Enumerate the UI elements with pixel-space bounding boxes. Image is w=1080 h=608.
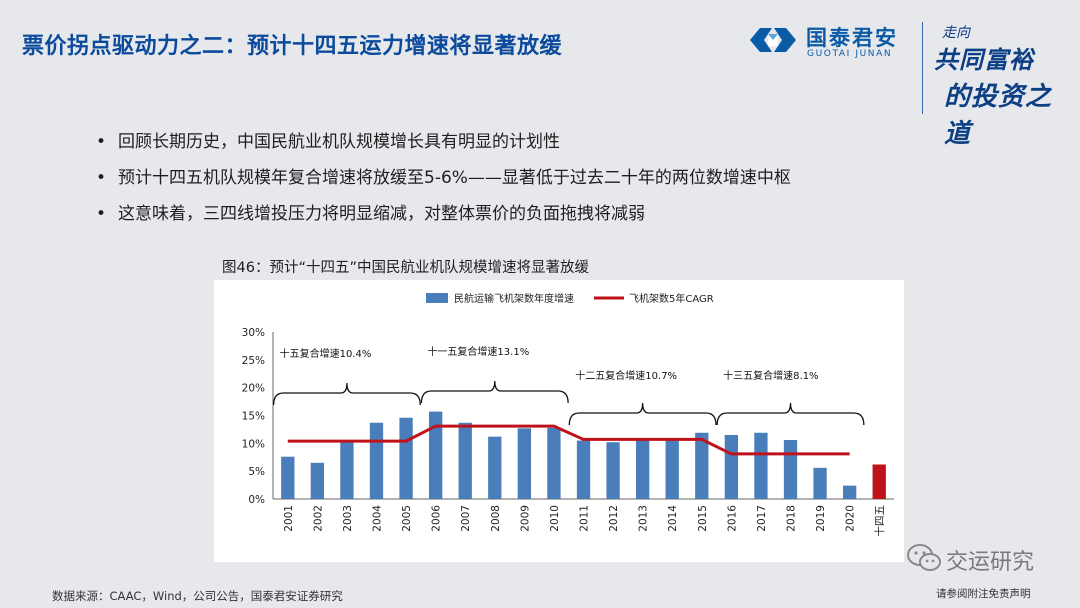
bar — [547, 427, 561, 499]
x-tick-label: 2007 — [460, 505, 472, 532]
figure-caption: 图46：预计“十四五”中国民航业机队规模增速将显著放缓 — [222, 260, 589, 276]
bullet-dot-icon: • — [96, 168, 107, 188]
x-tick-label: 2018 — [786, 505, 798, 532]
bar — [635, 438, 650, 499]
y-tick-label: 20% — [242, 383, 265, 395]
y-tick-label: 10% — [242, 438, 265, 450]
logo-mark-icon — [750, 28, 796, 52]
x-tick-label: 2009 — [519, 505, 531, 532]
annotation-brace — [272, 382, 421, 406]
brand-slogan: 走向 共同富裕 的投资之道 — [932, 18, 1072, 149]
x-tick-label: 2004 — [372, 505, 384, 532]
y-tick-label: 30% — [242, 327, 265, 339]
y-tick-label: 5% — [248, 466, 265, 478]
bar — [488, 436, 502, 499]
page-title: 票价拐点驱动力之二：预计十四五运力增速将显著放缓 — [22, 34, 563, 59]
bar — [754, 432, 768, 499]
bullet-item: • 这意味着，三四线增投压力将明显缩减，对整体票价的负面拖拽将减弱 — [96, 196, 791, 232]
slogan-line-2: 共同富裕 — [934, 45, 1034, 74]
brand-name-en: GUOTAI JUNAN — [807, 49, 893, 59]
bar — [695, 432, 709, 499]
x-tick-label: 2014 — [667, 505, 679, 532]
x-tick-label: 2002 — [312, 505, 324, 532]
bar — [369, 422, 384, 499]
bar — [606, 442, 620, 499]
bullet-text: 这意味着，三四线增投压力将明显缩减，对整体票价的负面拖拽将减弱 — [118, 204, 645, 224]
annotation-brace — [420, 380, 569, 404]
bullet-list: • 回顾长期历史，中国民航业机队规模增长具有明显的计划性 • 预计十四五机队规模年复… — [96, 124, 791, 232]
x-tick-label: 2017 — [756, 505, 768, 532]
y-tick-label: 15% — [242, 411, 265, 423]
x-tick-label: 2016 — [726, 505, 738, 532]
x-tick-label: 2013 — [638, 505, 650, 532]
slogan-line-3: 的投资之道 — [944, 82, 1053, 149]
annotation-label: 十一五复合增速13.1% — [427, 345, 529, 358]
legend-label-line: 飞机架数5年CAGR — [629, 292, 714, 305]
legend-swatch-bar — [426, 293, 448, 303]
data-source: 数据来源：CAAC，Wind，公司公告，国泰君安证券研究 — [52, 589, 343, 603]
brand-name-cn: 国泰君安 — [806, 26, 898, 50]
cagr-line — [287, 424, 850, 456]
bar — [399, 417, 413, 499]
x-tick-label: 2003 — [342, 505, 354, 532]
legend-label-bar: 民航运输飞机架数年度增速 — [454, 292, 574, 305]
bar — [724, 434, 739, 499]
bullet-text: 预计十四五机队规模年复合增速将放缓至5-6%——显著低于过去二十年的两位数增速中… — [118, 168, 791, 188]
bullet-dot-icon: • — [96, 132, 107, 152]
chart-panel: 0% 5% 10% 15% 20% 25% 30% 2001 2002 2003 2004 2005 2… — [214, 280, 904, 562]
annotation-label: 十五复合增速10.4% — [280, 347, 372, 360]
highlight-bar — [872, 464, 886, 499]
bar — [428, 411, 443, 499]
annotation-brace — [568, 402, 717, 426]
x-tick-label: 2008 — [490, 505, 502, 532]
slogan-line-1: 走向 — [942, 25, 970, 41]
disclaimer: 请参阅附注免责声明 — [936, 588, 1031, 600]
bar — [576, 440, 591, 499]
bar — [842, 485, 857, 499]
x-tick-label: 2006 — [431, 505, 443, 532]
y-tick-label: 0% — [248, 494, 265, 506]
slogan-divider — [922, 22, 923, 114]
x-tick-label: 2012 — [608, 505, 620, 532]
fleet-growth-chart: 0% 5% 10% 15% 20% 25% 30% 2001 2002 2003 2004 2005 2… — [242, 292, 894, 537]
x-tick-label: 2001 — [283, 505, 295, 532]
bullet-item: • 回顾长期历史，中国民航业机队规模增长具有明显的计划性 — [96, 124, 791, 160]
y-tick-label: 25% — [242, 355, 265, 367]
guotai-junan-logo: 国泰君安 GUOTAI JUNAN — [750, 22, 910, 62]
bar — [310, 462, 325, 499]
x-tick-label: 2010 — [549, 505, 561, 532]
bar — [665, 439, 679, 499]
x-tick-label: 2020 — [845, 505, 857, 532]
bar — [783, 439, 798, 499]
x-tick-label: 2015 — [697, 505, 709, 532]
bar — [813, 467, 827, 499]
annotation-label: 十二五复合增速10.7% — [575, 369, 677, 382]
bar — [281, 456, 295, 499]
wechat-icon — [907, 544, 941, 571]
annotation-label: 十三五复合增速8.1% — [723, 369, 818, 382]
bar — [517, 428, 532, 499]
bullet-item: • 预计十四五机队规模年复合增速将放缓至5-6%——显著低于过去二十年的两位数增速… — [96, 160, 791, 196]
annotation-brace — [716, 402, 865, 426]
x-tick-label: 2011 — [579, 505, 591, 532]
watermark-text: 交运研究 — [946, 550, 1035, 575]
x-tick-label: 2005 — [401, 505, 413, 532]
bullet-text: 回顾长期历史，中国民航业机队规模增长具有明显的计划性 — [118, 132, 560, 152]
bar — [458, 422, 472, 499]
bullet-dot-icon: • — [96, 204, 107, 224]
bar — [340, 440, 354, 499]
x-tick-label: 2019 — [815, 505, 827, 532]
x-tick-label: 十四五 — [873, 505, 886, 537]
